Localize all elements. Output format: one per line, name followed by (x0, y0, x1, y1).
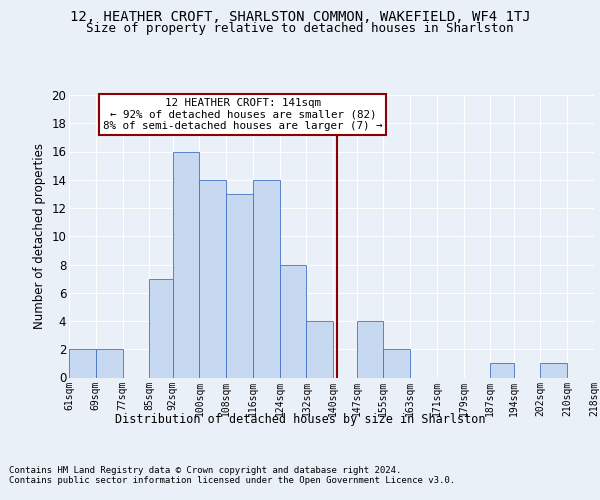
Bar (199, 180, 226, 378)
Bar (226, 194, 253, 378)
Bar (173, 152, 199, 378)
Bar (356, 321, 383, 378)
Text: Contains public sector information licensed under the Open Government Licence v3: Contains public sector information licen… (9, 476, 455, 485)
Bar (383, 349, 410, 378)
Bar (307, 321, 333, 378)
Text: Distribution of detached houses by size in Sharlston: Distribution of detached houses by size … (115, 412, 485, 426)
Bar (490, 364, 514, 378)
Text: Size of property relative to detached houses in Sharlston: Size of property relative to detached ho… (86, 22, 514, 35)
Text: Contains HM Land Registry data © Crown copyright and database right 2024.: Contains HM Land Registry data © Crown c… (9, 466, 401, 475)
Bar (96, 349, 122, 378)
Text: 12, HEATHER CROFT, SHARLSTON COMMON, WAKEFIELD, WF4 1TJ: 12, HEATHER CROFT, SHARLSTON COMMON, WAK… (70, 10, 530, 24)
Bar (541, 364, 567, 378)
Text: 12 HEATHER CROFT: 141sqm
← 92% of detached houses are smaller (82)
8% of semi-de: 12 HEATHER CROFT: 141sqm ← 92% of detach… (103, 98, 383, 131)
Y-axis label: Number of detached properties: Number of detached properties (32, 143, 46, 329)
Bar (594, 364, 600, 378)
Bar (253, 180, 280, 378)
Bar (149, 278, 173, 378)
Bar (280, 264, 307, 378)
Bar (69, 349, 96, 378)
